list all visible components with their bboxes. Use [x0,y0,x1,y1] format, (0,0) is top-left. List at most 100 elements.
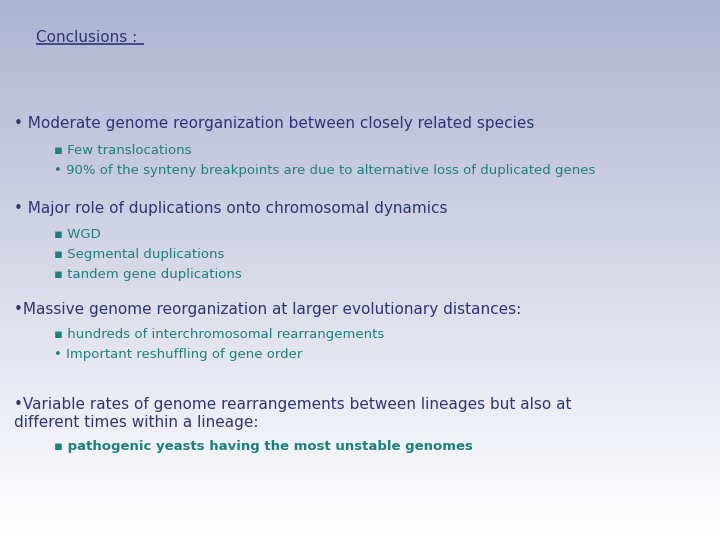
Bar [0,516,720,518]
Bar [0,448,720,451]
Bar [0,97,720,100]
Bar [0,273,720,275]
Bar [0,70,720,73]
Bar [0,305,720,308]
Bar [0,246,720,248]
Bar [0,338,720,340]
Bar [0,132,720,135]
Bar [0,113,720,116]
Bar [0,35,720,38]
Bar [0,16,720,19]
Bar [0,105,720,108]
Bar [0,267,720,270]
Bar [0,22,720,24]
Bar [0,316,720,319]
Bar [0,329,720,332]
Bar [0,262,720,265]
Bar [0,111,720,113]
Bar [0,154,720,157]
Bar [0,148,720,151]
Bar [0,359,720,362]
Bar [0,389,720,392]
Bar [0,138,720,140]
Bar [0,5,720,8]
Bar [0,140,720,143]
Bar [0,494,720,497]
Bar [0,467,720,470]
Bar [0,211,720,213]
Bar [0,421,720,424]
Bar [0,8,720,11]
Bar [0,3,720,5]
Bar [0,459,720,462]
Bar [0,478,720,481]
Bar [0,500,720,502]
Bar [0,65,720,68]
Bar [0,370,720,373]
Bar [0,281,720,284]
Bar [0,124,720,127]
Bar [0,521,720,524]
Bar [0,84,720,86]
Bar [0,11,720,14]
Bar [0,424,720,427]
Bar [0,205,720,208]
Bar [0,135,720,138]
Bar [0,251,720,254]
Bar [0,319,720,321]
Bar [0,483,720,486]
Bar [0,324,720,327]
Bar [0,54,720,57]
Bar [0,248,720,251]
Bar [0,446,720,448]
Bar [0,526,720,529]
Bar [0,294,720,297]
Bar [0,240,720,243]
Bar [0,116,720,119]
Bar [0,394,720,397]
Bar [0,122,720,124]
Text: •Massive genome reorganization at larger evolutionary distances:: •Massive genome reorganization at larger… [14,302,522,318]
Bar [0,232,720,235]
Bar [0,46,720,49]
Bar [0,32,720,35]
Bar [0,481,720,483]
Bar [0,351,720,354]
Bar [0,435,720,437]
Bar [0,173,720,176]
Bar [0,189,720,192]
Bar [0,275,720,278]
Bar [0,286,720,289]
Bar [0,354,720,356]
Text: ▪ hundreds of interchromosomal rearrangements: ▪ hundreds of interchromosomal rearrange… [54,328,384,341]
Bar [0,381,720,383]
Bar [0,348,720,351]
Bar [0,356,720,359]
Bar [0,427,720,429]
Bar [0,162,720,165]
Bar [0,489,720,491]
Bar [0,535,720,537]
Bar [0,27,720,30]
Bar [0,462,720,464]
Bar [0,57,720,59]
Bar [0,73,720,76]
Text: •Variable rates of genome rearrangements between lineages but also at
different : •Variable rates of genome rearrangements… [14,397,572,430]
Bar [0,230,720,232]
Bar [0,440,720,443]
Bar [0,219,720,221]
Bar [0,308,720,310]
Bar [0,429,720,432]
Bar [0,194,720,197]
Bar [0,59,720,62]
Bar [0,108,720,111]
Bar [0,300,720,302]
Bar [0,62,720,65]
Bar [0,464,720,467]
Bar [0,400,720,402]
Bar [0,289,720,292]
Bar [0,513,720,516]
Bar [0,243,720,246]
Bar [0,130,720,132]
Bar [0,224,720,227]
